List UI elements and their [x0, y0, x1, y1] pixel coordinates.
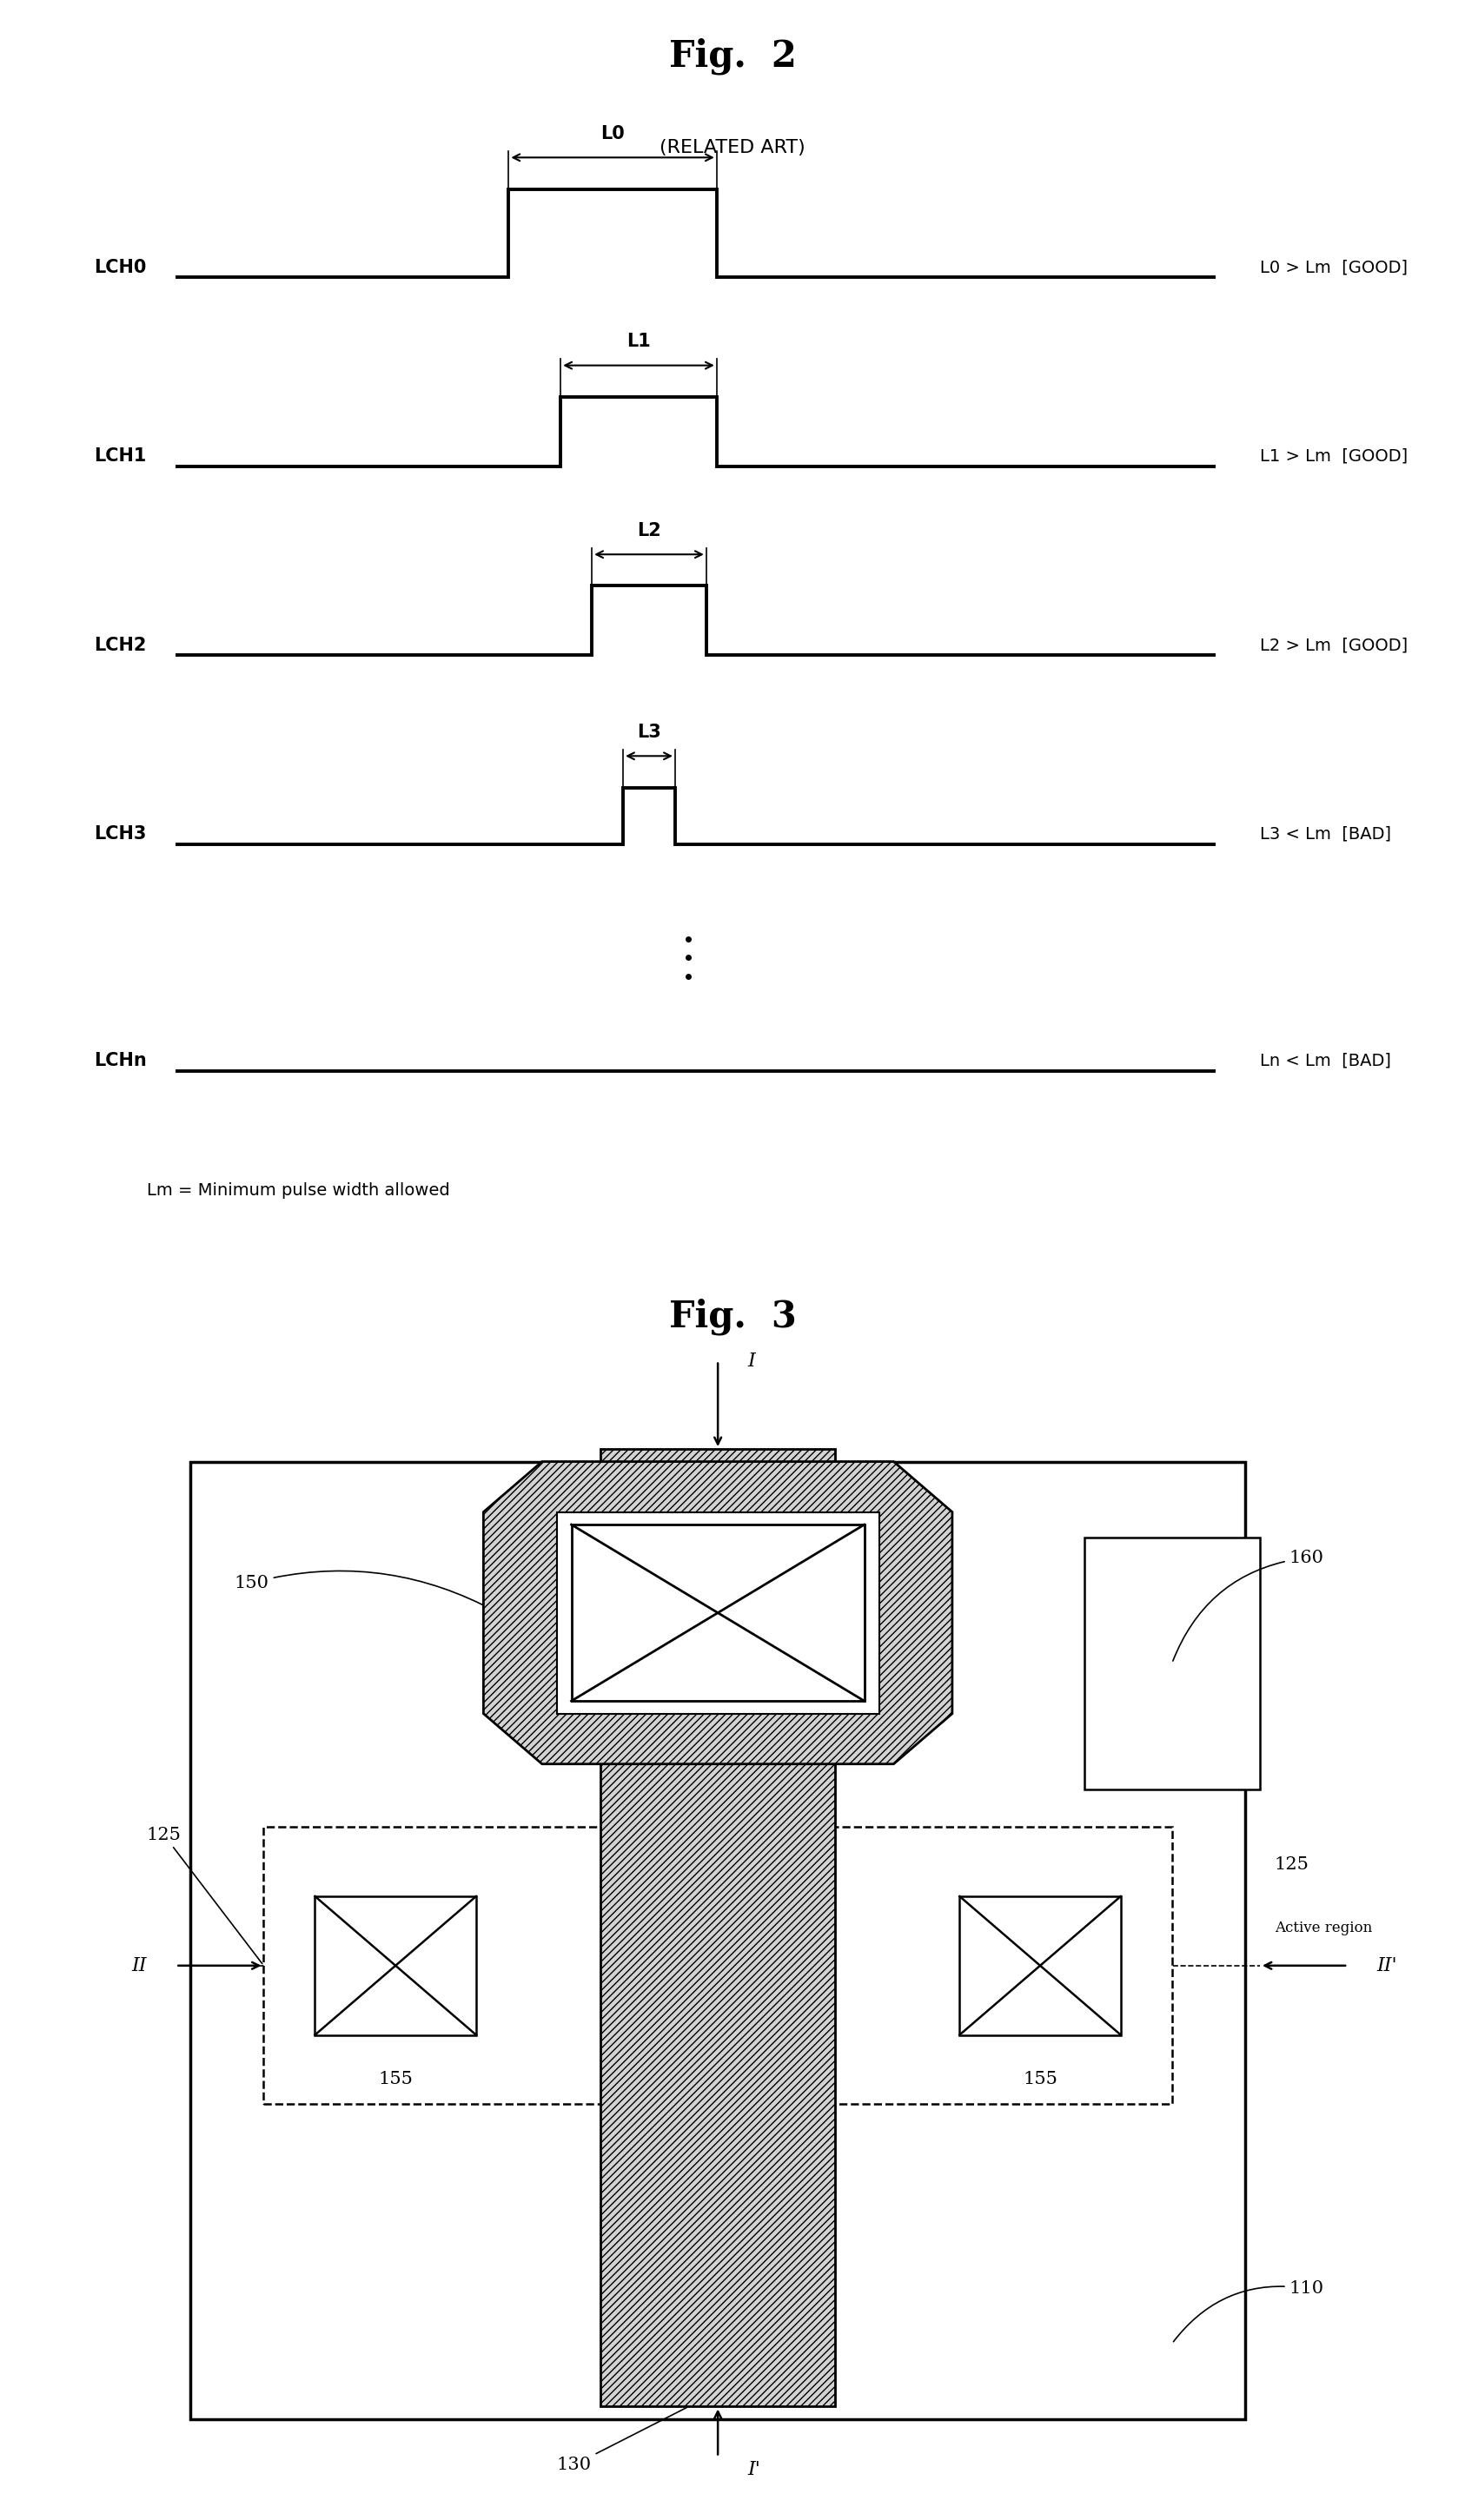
Text: LCH0: LCH0 — [94, 260, 146, 275]
Text: L1: L1 — [627, 333, 650, 350]
Text: I: I — [747, 1351, 754, 1371]
Text: L3: L3 — [637, 723, 661, 741]
Text: L1 > Lm  [GOOD]: L1 > Lm [GOOD] — [1260, 449, 1408, 464]
Text: L2: L2 — [637, 522, 661, 539]
Text: 130: 130 — [557, 2407, 687, 2472]
Text: L0 > Lm  [GOOD]: L0 > Lm [GOOD] — [1260, 260, 1408, 275]
Text: LCH2: LCH2 — [94, 638, 146, 653]
Text: Fig.  3: Fig. 3 — [668, 1298, 797, 1336]
Bar — [571, 1525, 864, 1701]
Text: L3 < Lm  [BAD]: L3 < Lm [BAD] — [1260, 827, 1392, 842]
Text: 125: 125 — [147, 1827, 262, 1963]
Text: LCH3: LCH3 — [94, 827, 146, 842]
Text: 155: 155 — [1023, 2071, 1058, 2087]
Bar — [190, 1462, 1245, 2419]
Bar — [960, 1895, 1121, 2036]
Text: 160: 160 — [1173, 1550, 1324, 1661]
Text: Active region: Active region — [1275, 1920, 1373, 1935]
Text: I': I' — [747, 2460, 760, 2480]
Text: L0: L0 — [601, 126, 624, 141]
Text: LCHn: LCHn — [94, 1053, 146, 1068]
Text: 155: 155 — [378, 2071, 413, 2087]
Text: L2 > Lm  [GOOD]: L2 > Lm [GOOD] — [1260, 638, 1408, 653]
Bar — [601, 1449, 835, 2407]
Text: 150: 150 — [234, 1570, 497, 1613]
Text: II': II' — [1377, 1956, 1398, 1976]
Text: Lm = Minimum pulse width allowed: Lm = Minimum pulse width allowed — [147, 1182, 450, 1200]
Text: 125: 125 — [1275, 1857, 1310, 1872]
Text: 110: 110 — [1173, 2281, 1324, 2341]
Polygon shape — [483, 1462, 952, 1764]
Text: (RELATED ART): (RELATED ART) — [659, 139, 806, 156]
Text: LCH1: LCH1 — [94, 449, 146, 464]
Bar — [315, 1895, 476, 2036]
Text: Fig.  2: Fig. 2 — [668, 38, 797, 76]
Text: II: II — [132, 1956, 146, 1976]
Bar — [557, 1512, 879, 1714]
Text: Ln < Lm  [BAD]: Ln < Lm [BAD] — [1260, 1053, 1390, 1068]
Bar — [1084, 1537, 1260, 1789]
Bar — [264, 1827, 1172, 2104]
